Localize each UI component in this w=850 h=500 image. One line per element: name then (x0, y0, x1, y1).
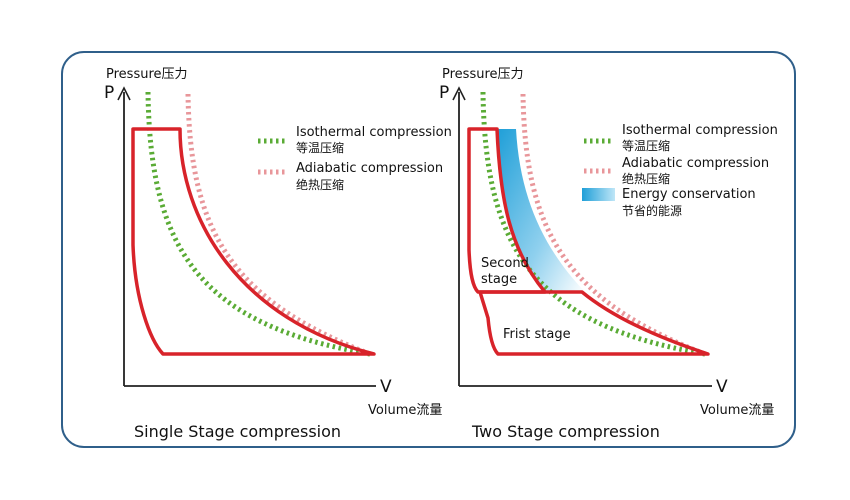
left-cycle-outline (131, 127, 376, 356)
right-y-symbol: P (439, 83, 449, 103)
left-legend-isothermal-en: Isothermal compression (296, 125, 452, 140)
right-second-stage-cycle (467, 127, 547, 294)
left-legend-adiabatic-cn: 绝热压缩 (296, 177, 344, 192)
left-x-symbol: V (380, 377, 392, 397)
right-legend-energy-swatch (582, 188, 615, 201)
right-y-arrow (452, 86, 466, 101)
left-legend-adiabatic-en: Adiabatic compression (296, 161, 443, 176)
right-legend-adiabatic-en: Adiabatic compression (622, 156, 769, 171)
right-legend-energy-cn: 节省的能源 (622, 203, 682, 218)
right-legend-isothermal-en: Isothermal compression (622, 123, 778, 138)
right-caption: Two Stage compression (471, 422, 660, 441)
right-first-stage-label: Frist stage (503, 327, 571, 342)
right-legend-adiabatic-cn: 绝热压缩 (622, 171, 670, 186)
right-second-stage-label-1: Second (481, 256, 529, 271)
right-adiabatic-curve (520, 93, 706, 357)
left-caption: Single Stage compression (134, 422, 341, 441)
right-x-symbol: V (716, 377, 728, 397)
right-legend-isothermal-cn: 等温压缩 (622, 138, 670, 153)
left-panel: P Pressure压力 V Volume流量 Isothermal compr… (104, 67, 452, 441)
right-second-stage-label-2: stage (481, 272, 517, 287)
outer-frame (61, 51, 796, 448)
left-y-label: Pressure压力 (106, 67, 188, 82)
right-panel: P Pressure压力 V Volume流量 Second stage Fri… (439, 67, 778, 441)
right-first-stage-cycle (478, 290, 710, 356)
right-x-label: Volume流量 (700, 403, 774, 418)
left-y-arrow (117, 86, 131, 101)
left-legend-isothermal-cn: 等温压缩 (296, 140, 344, 155)
left-x-label: Volume流量 (368, 403, 442, 418)
right-y-label: Pressure压力 (442, 67, 524, 82)
right-legend-energy-en: Energy conservation (622, 187, 756, 202)
right-energy-area (497, 129, 585, 292)
left-y-symbol: P (104, 83, 114, 103)
left-adiabatic-curve (185, 93, 371, 357)
